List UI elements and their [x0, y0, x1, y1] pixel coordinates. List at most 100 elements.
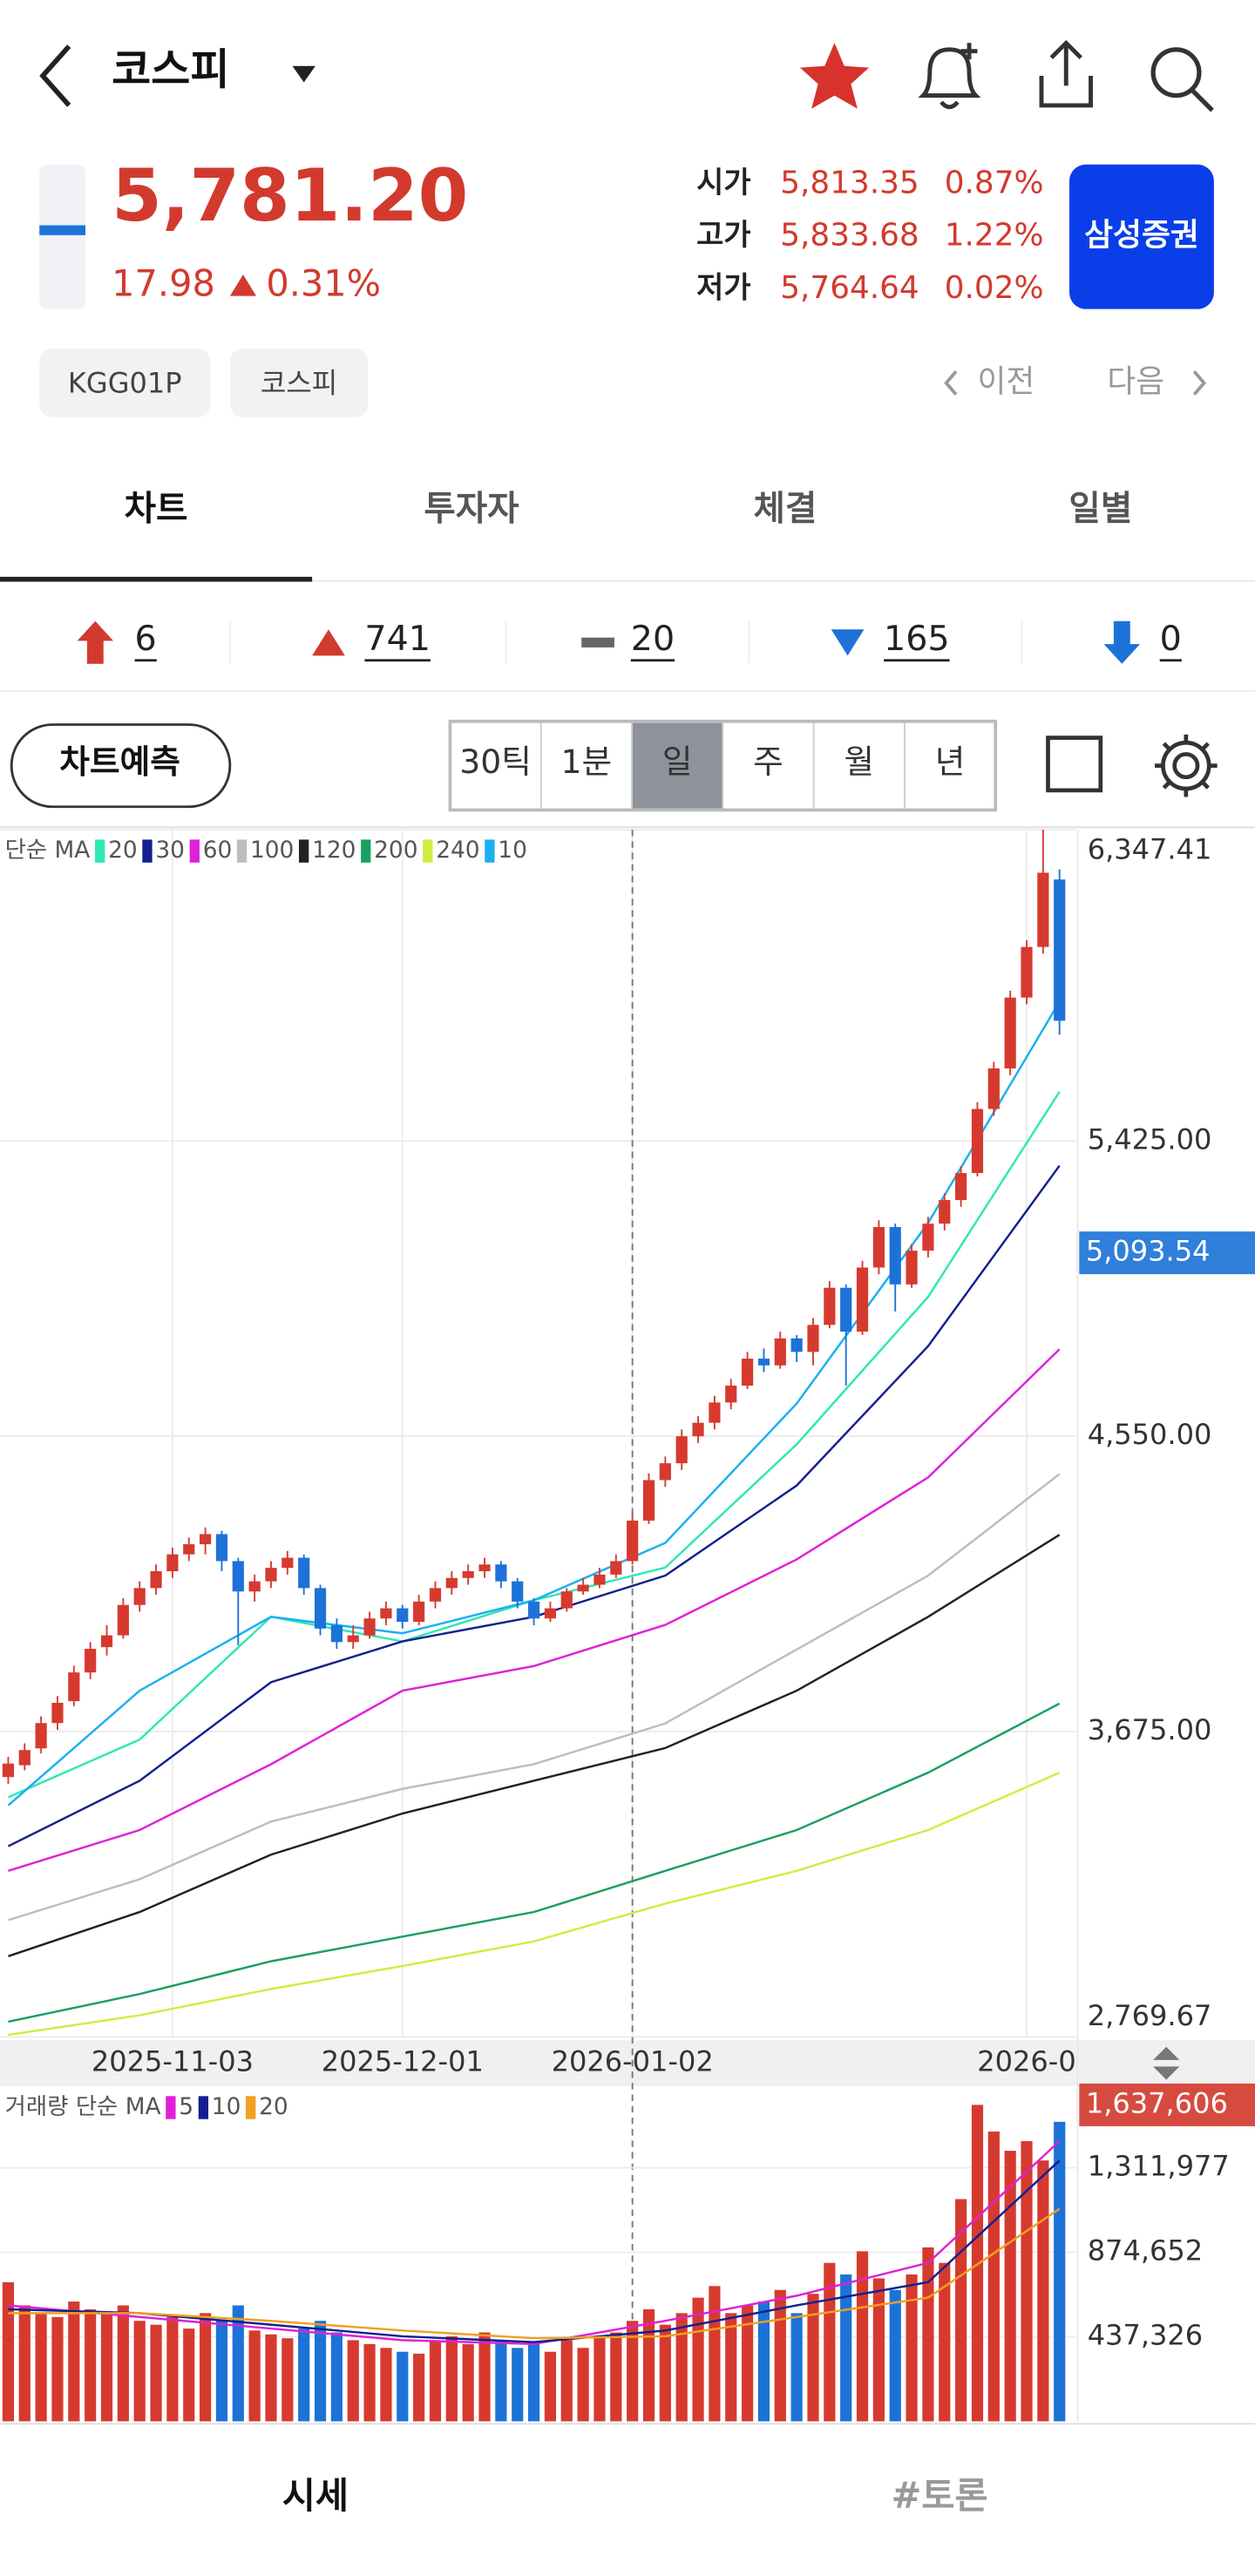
volume-bar — [133, 2321, 146, 2422]
volume-bar — [495, 2340, 507, 2422]
volume-bar — [413, 2353, 425, 2422]
volume-bar — [51, 2316, 64, 2422]
tab[interactable]: 차트 — [125, 489, 188, 529]
flat-icon — [581, 637, 614, 647]
volume-bar — [1004, 2151, 1016, 2422]
candle-body — [906, 1251, 918, 1285]
legend-label: 200 — [374, 837, 417, 864]
volume-bar — [347, 2340, 359, 2422]
alert-icon[interactable] — [918, 43, 981, 110]
candle-body — [971, 1108, 984, 1174]
predict-button[interactable] — [10, 723, 232, 809]
candle-body — [790, 1338, 803, 1352]
tab[interactable]: 일별 — [1068, 489, 1132, 529]
period-selector[interactable]: 30틱 1분 일 주 월 년 — [448, 719, 998, 812]
legend-label: 20 — [259, 2094, 288, 2120]
volume-bar — [200, 2313, 212, 2422]
candle-body — [68, 1672, 80, 1702]
volume-bar — [856, 2251, 869, 2422]
candle-body — [709, 1402, 721, 1423]
flat-count[interactable]: 20 — [631, 619, 675, 659]
next-chevron[interactable] — [1192, 370, 1207, 396]
candle-body — [85, 1649, 97, 1673]
candle-body — [462, 1570, 474, 1578]
y-tick-label: 874,652 — [1088, 2234, 1203, 2268]
candle-body — [183, 1544, 195, 1555]
candle-body — [347, 1635, 359, 1643]
period[interactable]: 월 — [844, 742, 874, 781]
y-tick-label: 2,769.67 — [1088, 1999, 1212, 2032]
period[interactable]: 년 — [935, 742, 966, 781]
resize-down[interactable] — [1153, 2066, 1180, 2080]
candle-body — [445, 1577, 458, 1589]
legend-label: 240 — [436, 837, 479, 864]
broker-button[interactable] — [1069, 164, 1214, 309]
volume-bar — [232, 2305, 244, 2422]
volume-bar — [889, 2289, 901, 2422]
back-button[interactable] — [39, 44, 71, 107]
predict-label[interactable]: 차트예측 — [59, 742, 180, 781]
period[interactable]: 일 — [662, 742, 693, 781]
volume-bar — [725, 2313, 737, 2422]
chip[interactable] — [39, 348, 211, 418]
prev[interactable]: 이전 — [977, 363, 1035, 399]
next[interactable]: 다음 — [1107, 363, 1164, 399]
candle-body — [577, 1584, 589, 1592]
down-count[interactable]: 165 — [884, 619, 950, 659]
resize-up[interactable] — [1153, 2046, 1180, 2060]
favorite-star[interactable] — [799, 43, 870, 109]
candle-body — [922, 1224, 934, 1251]
candle-body — [166, 1554, 179, 1571]
limit-down-icon — [1103, 620, 1141, 664]
bottom-tab[interactable]: 시세 — [282, 2475, 349, 2517]
volume-bar — [906, 2274, 918, 2422]
share-icon[interactable] — [1039, 39, 1093, 108]
period[interactable]: 주 — [753, 742, 784, 781]
legend-label: 30 — [155, 837, 185, 864]
chip-label[interactable]: 코스피 — [261, 366, 337, 399]
chip-label[interactable]: KGG01P — [68, 366, 182, 399]
volume-bar — [594, 2335, 606, 2422]
candle-body — [265, 1568, 277, 1582]
volume-bar — [85, 2308, 97, 2422]
volume-bar — [512, 2348, 524, 2422]
broker-label[interactable]: 삼성증권 — [1084, 218, 1199, 254]
up-count[interactable]: 741 — [364, 619, 431, 659]
candle-body — [478, 1564, 491, 1571]
dropdown-icon[interactable] — [292, 65, 315, 83]
volume-bar — [939, 2262, 951, 2422]
settings-icon[interactable] — [1155, 734, 1218, 797]
candle-body — [840, 1287, 852, 1332]
volume-bar — [757, 2301, 770, 2422]
legend-title: 거래량 단순 MA — [5, 2094, 161, 2120]
candle-body — [314, 1588, 327, 1629]
candle-body — [397, 1608, 409, 1623]
tab[interactable]: 체결 — [754, 489, 817, 529]
price-tag-label: 5,093.54 — [1086, 1235, 1211, 1268]
candle-body — [282, 1557, 294, 1569]
chip[interactable] — [229, 348, 369, 418]
divider — [0, 2423, 1255, 2425]
period[interactable]: 1분 — [561, 742, 613, 781]
bottom-tab[interactable]: #토론 — [892, 2475, 988, 2517]
candle-body — [298, 1557, 310, 1589]
prev-chevron[interactable] — [944, 370, 958, 396]
title[interactable]: 코스피 — [112, 45, 229, 95]
period[interactable]: 30틱 — [459, 742, 532, 781]
legend-label: 10 — [498, 837, 527, 864]
volume-bar — [790, 2313, 803, 2422]
ma-line — [8, 2140, 1061, 2346]
limit-down-count[interactable]: 0 — [1160, 619, 1182, 659]
tab[interactable]: 투자자 — [424, 489, 519, 529]
draw-tool[interactable] — [1046, 736, 1103, 793]
ohlc-value: 5,833.68 — [780, 218, 919, 254]
limit-up-count[interactable]: 6 — [135, 619, 157, 659]
volume-bar — [1037, 2160, 1049, 2422]
period-active — [632, 722, 723, 809]
y-tick-label: 3,675.00 — [1088, 1713, 1212, 1746]
candle-body — [150, 1570, 162, 1589]
candle-body — [955, 1173, 967, 1201]
search-icon[interactable] — [1150, 47, 1214, 112]
legend-label: 60 — [203, 837, 233, 864]
